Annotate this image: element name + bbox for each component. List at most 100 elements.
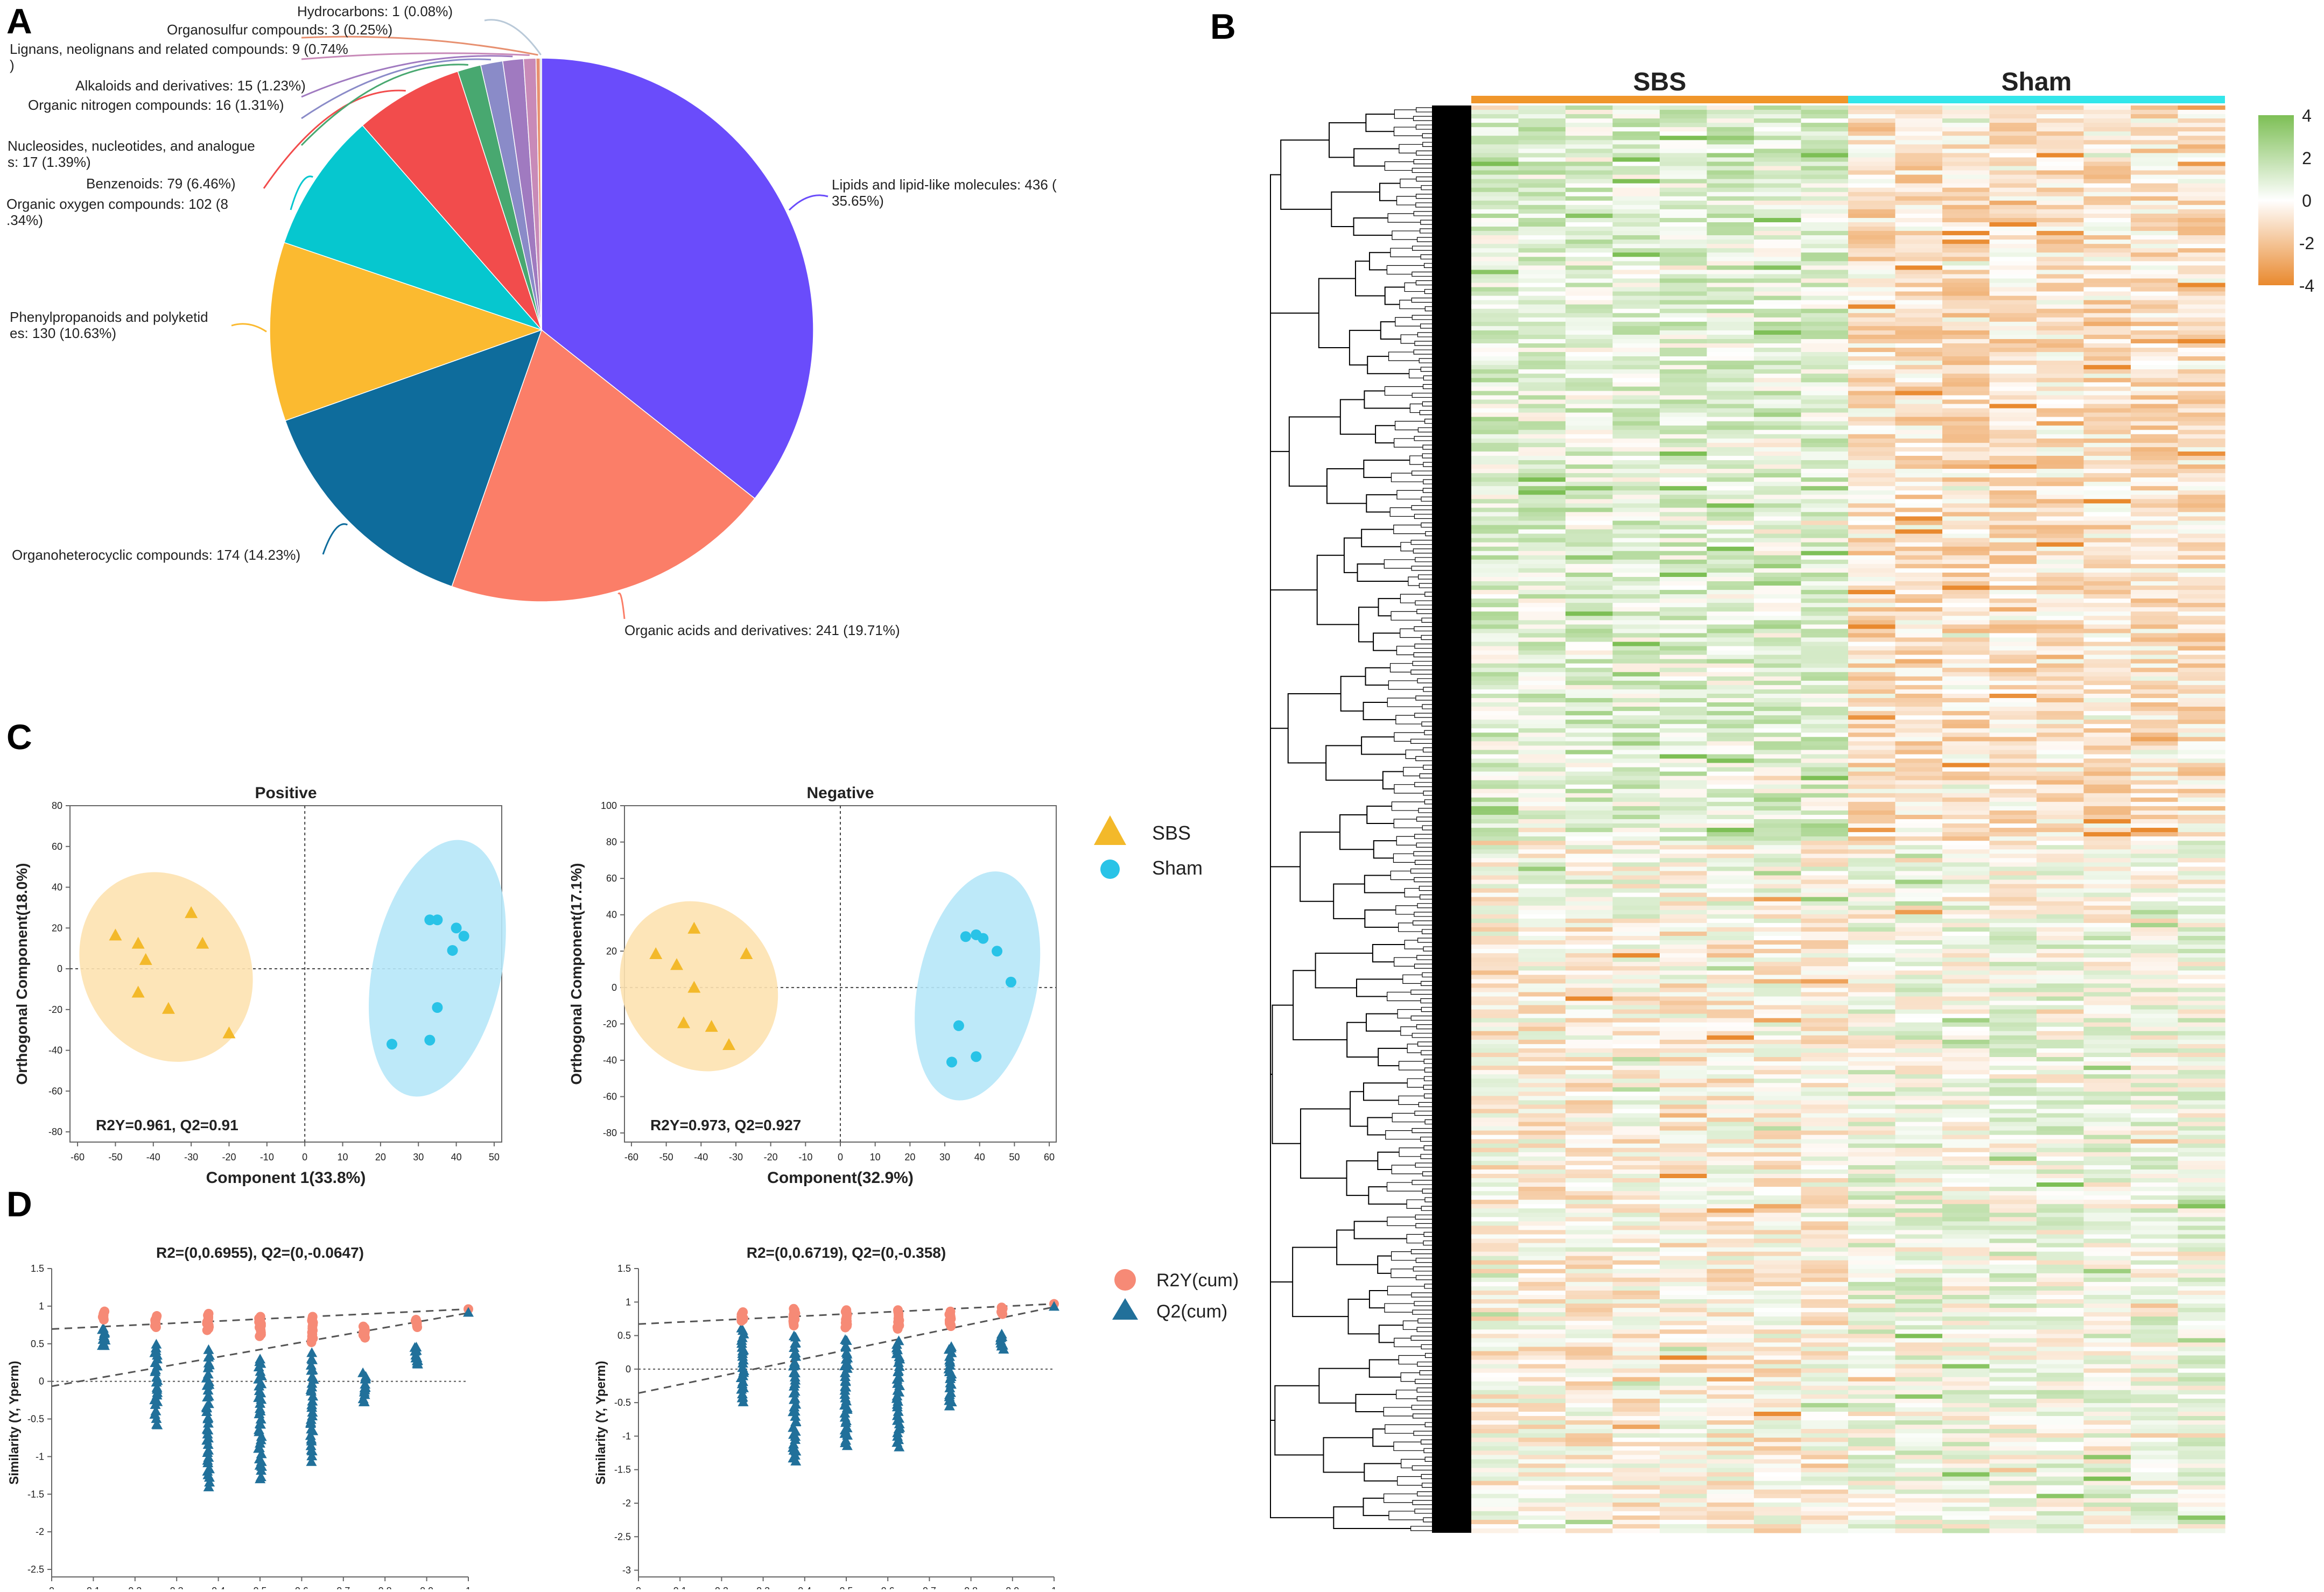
heatmap-cell [1612, 1066, 1660, 1070]
heatmap-cell [1707, 149, 1754, 153]
heatmap-cell [1942, 321, 1990, 327]
heatmap-cell [1660, 1113, 1708, 1118]
heatmap-cell [1801, 1122, 1849, 1127]
heatmap-cell [1612, 464, 1660, 469]
heatmap-cell [1660, 867, 1708, 872]
heatmap-cell [1989, 611, 2037, 616]
heatmap-cell [2037, 594, 2084, 599]
heatmap-cell [2083, 334, 2131, 340]
heatmap-cell [1565, 295, 1613, 301]
heatmap-cell [1801, 374, 1849, 378]
heatmap-cell [2178, 157, 2225, 163]
heatmap-cell [2083, 123, 2131, 128]
heatmap-cell [2037, 901, 2084, 906]
heatmap-cell [1518, 784, 1566, 790]
heatmap-cell [1895, 1390, 1943, 1395]
heatmap-cell [2037, 157, 2084, 163]
heatmap-cell [1989, 395, 2037, 400]
heatmap-cell [1471, 1425, 1519, 1429]
heatmap-cell [2131, 888, 2179, 893]
heatmap-cell [2083, 724, 2131, 729]
heatmap-cell [1565, 1079, 1613, 1083]
heatmap-cell [1801, 988, 1849, 993]
heatmap-cell [1707, 806, 1754, 811]
heatmap-cell [1518, 854, 1566, 858]
heatmap-cell [1660, 780, 1708, 785]
heatmap-cell [1895, 650, 1943, 656]
heatmap-cell [2083, 1308, 2131, 1313]
heatmap-cell [2037, 1143, 2084, 1149]
heatmap-cell [1565, 572, 1613, 577]
heatmap-cell [2178, 382, 2225, 387]
heatmap-cell [1660, 1169, 1708, 1174]
heatmap-cell [1895, 1147, 1943, 1153]
heatmap-cell [1754, 854, 1802, 858]
heatmap-cell [1801, 192, 1849, 197]
heatmap-cell [1989, 940, 2037, 945]
heatmap-cell [1989, 438, 2037, 443]
heatmap-cell [2178, 1001, 2225, 1006]
heatmap-cell [1612, 603, 1660, 608]
heatmap-cell [1895, 654, 1943, 660]
heatmap-cell [1801, 265, 1849, 270]
heatmap-cell [2131, 996, 2179, 1002]
heatmap-cell [2131, 1243, 2179, 1248]
heatmap-cell [1989, 858, 2037, 863]
heatmap-cell [1848, 1091, 1896, 1096]
heatmap-cell [1518, 1217, 1566, 1222]
heatmap-cell [2083, 680, 2131, 686]
heatmap-cell [1612, 118, 1660, 123]
heatmap-cell [1660, 563, 1708, 569]
heatmap-cell [1612, 737, 1660, 742]
heatmap-cell [1848, 495, 1896, 499]
heatmap-cell [1754, 473, 1802, 478]
heatmap-cell [2178, 935, 2225, 941]
heatmap-cell [1707, 586, 1754, 590]
heatmap-cell [1471, 1390, 1519, 1395]
heatmap-cell [2037, 897, 2084, 902]
heatmap-cell [1942, 750, 1990, 755]
heatmap-cell [1848, 1135, 1896, 1140]
heatmap-cell [1942, 732, 1990, 737]
heatmap-cell [1565, 637, 1613, 643]
heatmap-cell [1989, 343, 2037, 348]
heatmap-cell [1848, 1013, 1896, 1019]
heatmap-cell [2037, 213, 2084, 219]
heatmap-cell [1848, 1438, 1896, 1442]
heatmap-cell [1660, 235, 1708, 240]
heatmap-cell [1471, 1035, 1519, 1040]
heatmap-cell [1942, 1048, 1990, 1053]
heatmap-cell [1942, 313, 1990, 318]
heatmap-cell [1848, 1156, 1896, 1161]
heatmap-cell [1989, 771, 2037, 777]
heatmap-cell [1895, 624, 1943, 629]
heatmap-cell [2178, 287, 2225, 292]
heatmap-cell [1612, 451, 1660, 456]
heatmap-cell [1612, 520, 1660, 526]
heatmap-cell [1660, 339, 1708, 344]
heatmap-cell [1848, 568, 1896, 573]
heatmap-cell [2083, 551, 2131, 556]
heatmap-cell [2178, 586, 2225, 590]
heatmap-cell [2037, 1005, 2084, 1010]
heatmap-cell [1565, 672, 1613, 677]
heatmap-cell [1471, 404, 1519, 409]
heatmap-cell [1754, 996, 1802, 1002]
heatmap-cell [1895, 425, 1943, 431]
heatmap-cell [1895, 715, 1943, 720]
heatmap-cell [1801, 464, 1849, 469]
heatmap-cell [1471, 248, 1519, 253]
heatmap-cell [1989, 114, 2037, 119]
heatmap-cell [2037, 1178, 2084, 1183]
heatmap-cell [1989, 1187, 2037, 1192]
leader-line [263, 89, 406, 189]
heatmap-cell [2178, 607, 2225, 612]
heatmap-cell [1660, 1096, 1708, 1101]
heatmap-cell [2178, 1100, 2225, 1105]
heatmap-cell [2037, 304, 2084, 309]
heatmap-cell [1660, 308, 1708, 314]
heatmap-cell [1848, 854, 1896, 858]
heatmap-cell [2037, 1273, 2084, 1278]
heatmap-cell [1565, 559, 1613, 565]
heatmap-cell [1989, 1438, 2037, 1442]
